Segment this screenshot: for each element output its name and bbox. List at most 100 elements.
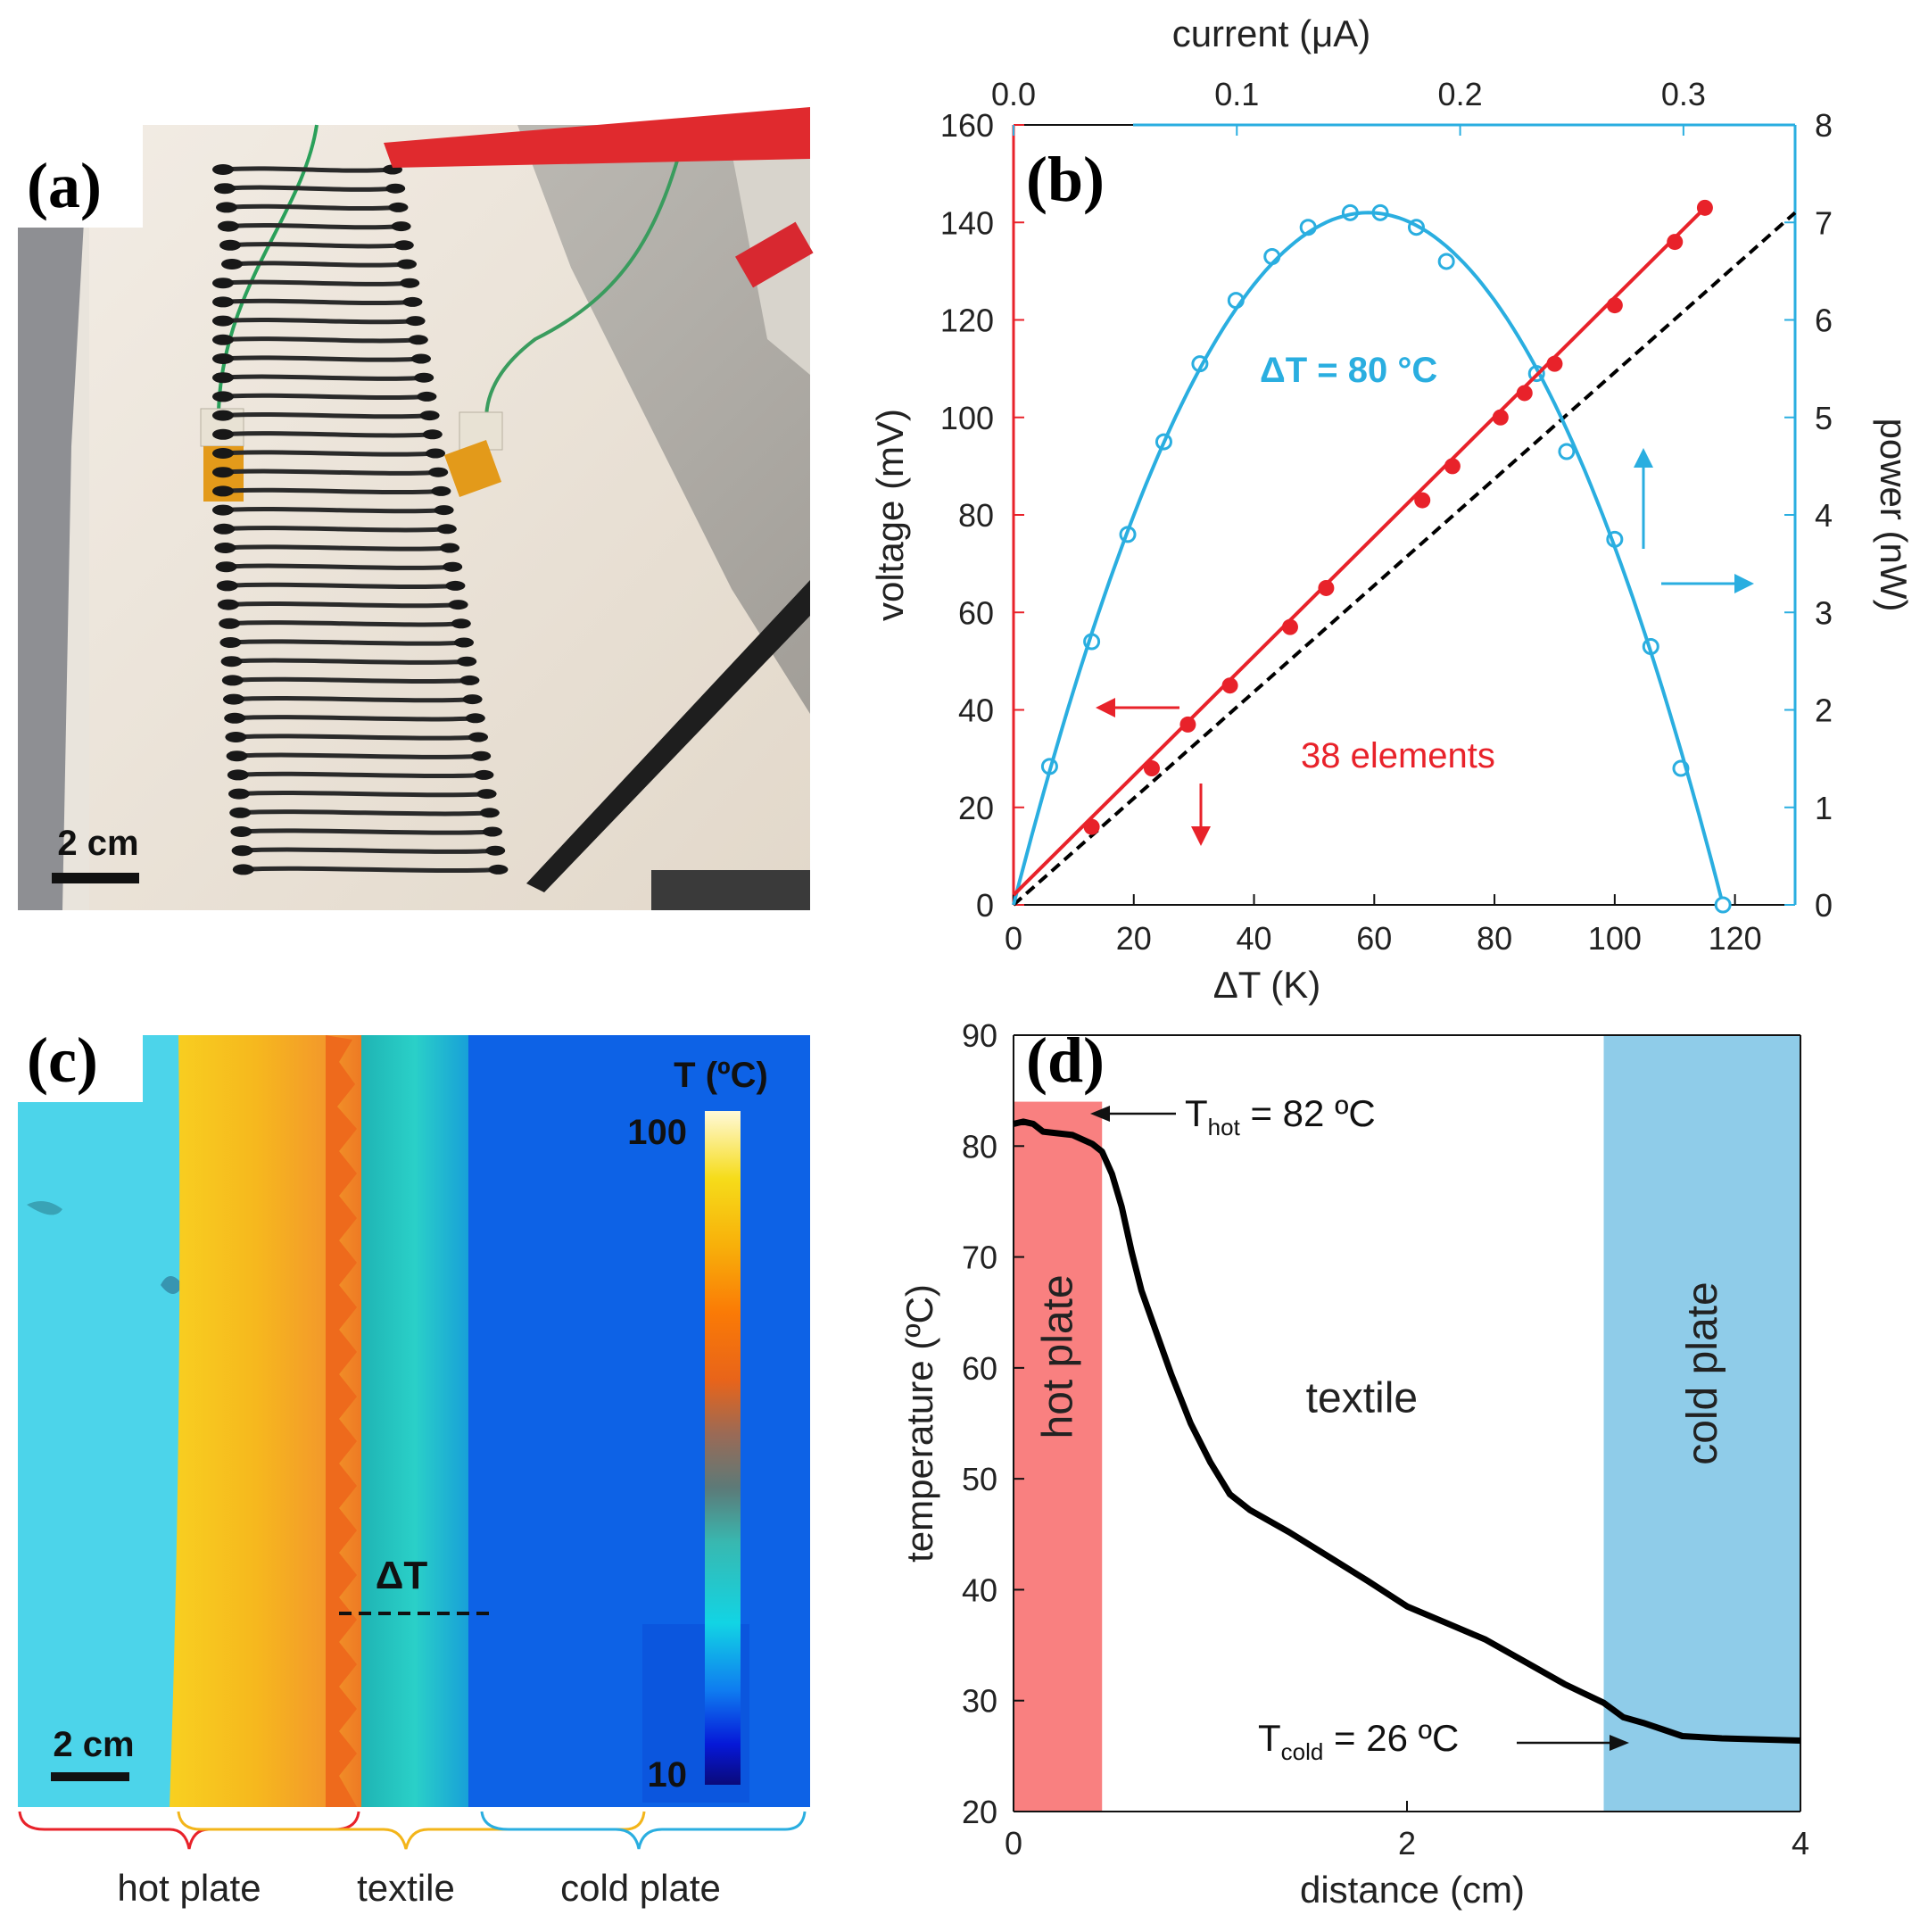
power-point <box>1371 203 1389 221</box>
y-tick-label-right-b: 7 <box>1815 204 1833 241</box>
axis-ticks-b <box>1013 124 1795 906</box>
thermoelement-contact-left <box>219 637 242 648</box>
thermoelement-array <box>212 164 509 875</box>
power-point <box>1341 203 1359 221</box>
thermoelement-contact-right <box>440 543 459 553</box>
voltage-point <box>1414 492 1431 509</box>
y-tick-label-right-b: 3 <box>1815 594 1833 631</box>
thermoelement-contact-right <box>385 183 406 194</box>
thermoelement-contact-right <box>419 410 440 421</box>
thermoelement-strip <box>228 222 401 230</box>
thermoelement-contact-right <box>397 259 417 269</box>
thermoelement-strip <box>242 847 496 854</box>
annotation-38-elements: 38 elements <box>1301 736 1495 775</box>
thermoelement-contact-right <box>468 732 488 742</box>
x-tick-label-b: 120 <box>1709 920 1762 957</box>
colorbar-max: 100 <box>627 1113 687 1152</box>
bracket-label-textile: textile <box>357 1867 455 1909</box>
power-point <box>1263 247 1281 265</box>
thermoelement-contact-right <box>462 694 483 705</box>
power-point <box>1714 896 1732 914</box>
bench-corner <box>651 870 810 910</box>
thermoelement-contact-left <box>225 732 247 742</box>
thermoelement-contact-right <box>402 296 423 307</box>
thermoelement-contact-left <box>221 675 244 686</box>
scale-bar-label-c: 2 cm <box>53 1725 134 1764</box>
top-tick-label-b: 0.0 <box>991 76 1036 112</box>
thermoelement-strip <box>232 676 470 684</box>
y-tick-label-right-b: 0 <box>1815 887 1833 924</box>
thermoelement-strip <box>233 695 473 703</box>
power-point <box>1191 355 1209 373</box>
thermoelement-contact-right <box>445 580 466 591</box>
thermoelement-strip <box>236 734 479 741</box>
thermoelement-strip <box>222 431 433 438</box>
tick-labels-b: 0 20 40 60 80 100 120 0 20 40 60 80 100 120 140 160 0 1 2 3… <box>940 76 1833 957</box>
thermoelement-contact-left <box>232 864 254 875</box>
voltage-point <box>1516 385 1533 402</box>
thermoelement-strip <box>222 336 418 344</box>
voltage-point <box>1492 409 1509 426</box>
y-tick-label-left-b: 20 <box>958 790 994 826</box>
bracket-cold-plate <box>480 1811 807 1850</box>
y-tick-label-left-b: 60 <box>958 594 994 631</box>
temperature-profile-line <box>1013 1118 1801 1744</box>
y-tick-label-left-b: 40 <box>958 692 994 729</box>
thermoelement-contact-right <box>436 524 457 535</box>
y-tick-label-right-b: 6 <box>1815 303 1833 339</box>
t-cold-annotation: Tcold = 26 ºC <box>1258 1717 1459 1765</box>
power-point <box>1119 526 1137 543</box>
thermoelement-strip <box>222 487 442 495</box>
panel-b-chart: 0 20 40 60 80 100 120 0 20 40 60 80 100 120 140 160 0 1 2 3… <box>869 12 1915 1006</box>
thermoelement-contact-right <box>422 429 443 440</box>
panel-d-label: (d) <box>1026 1024 1105 1096</box>
thermoelement-contact-right <box>483 826 502 837</box>
thermoelement-strip <box>222 393 427 401</box>
thermoelement-strip <box>241 828 493 835</box>
thermoelement-contact-left <box>223 693 244 705</box>
y-tick-label-d: 90 <box>962 1017 997 1054</box>
arrow-right-axis <box>1661 574 1754 593</box>
region-label-cold-plate: cold plate <box>1679 1281 1726 1464</box>
thermoelement-strip <box>226 203 399 211</box>
thermoelement-contact-right <box>471 750 492 761</box>
thermoelement-contact-left <box>212 467 234 478</box>
thermoelement-contact-left <box>212 278 234 289</box>
thermoelement-contact-right <box>434 505 454 516</box>
thermoelement-contact-right <box>426 448 445 459</box>
thermoelement-contact-right <box>454 637 474 648</box>
power-point <box>1672 759 1690 777</box>
thermoelement-strip <box>227 582 456 590</box>
y-tick-label-left-b: 0 <box>976 887 994 924</box>
room-region <box>18 1035 187 1807</box>
thermoelement-strip <box>222 506 444 514</box>
thermoelement-strip <box>226 563 453 570</box>
thermoelement-contact-left <box>212 372 234 384</box>
t-hot-annotation: Thot = 82 ºC <box>1185 1092 1376 1140</box>
thermoelement-contact-right <box>479 808 500 818</box>
thermoelement-contact-left <box>212 315 234 327</box>
thermoelement-strip <box>236 752 482 759</box>
thermoelement-contact-left <box>216 580 238 592</box>
thermoelement-contact-right <box>417 391 437 402</box>
thermoelement-contact-right <box>405 316 426 327</box>
region-hot-plate <box>1014 1101 1103 1812</box>
t-cold-arrow <box>1517 1735 1629 1751</box>
scale-bar-label-a: 2 cm <box>57 824 138 863</box>
thermoelement-strip <box>243 866 499 874</box>
bracket-label-hot-plate: hot plate <box>117 1867 261 1909</box>
y-tick-label-d: 60 <box>962 1350 997 1387</box>
y-tick-label-d: 50 <box>962 1461 997 1497</box>
top-axis-label-b: current (μA) <box>1172 12 1371 54</box>
x-tick-label-b: 40 <box>1237 920 1272 957</box>
thermoelement-contact-left <box>213 523 236 535</box>
thermoelement-strip <box>222 411 430 419</box>
thermoelement-contact-right <box>443 561 463 572</box>
red-clip <box>735 221 814 288</box>
thermoelement-contact-left <box>226 750 248 762</box>
axis-ticks-d <box>1013 1034 1801 1812</box>
hot-plate-region <box>170 1035 361 1807</box>
voltage-point <box>1444 458 1461 475</box>
thermoelement-contact-left <box>212 428 234 440</box>
thermoelement-strip <box>222 279 410 286</box>
